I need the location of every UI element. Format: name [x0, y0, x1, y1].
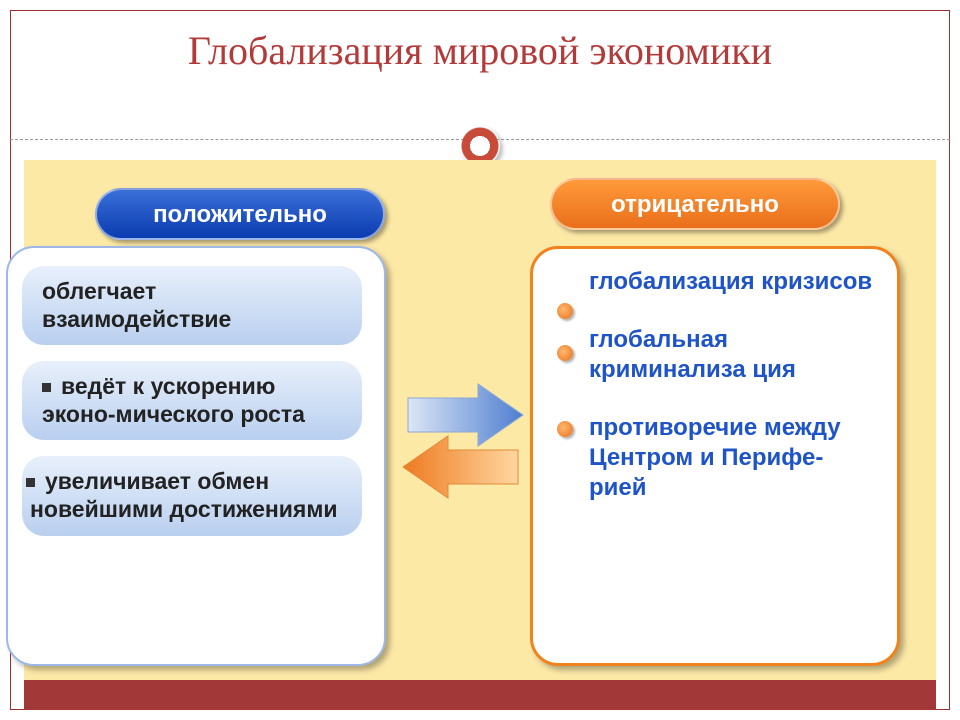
bullet-icon — [42, 383, 51, 392]
positive-item-text: увеличивает обмен новейшими достижениями — [30, 468, 338, 522]
bottom-accent-bar — [24, 680, 936, 710]
positive-item-text: облегчает взаимодействие — [42, 278, 231, 332]
header: Глобализация мировой экономики — [10, 10, 950, 140]
negative-pill: отрицательно — [550, 178, 840, 230]
negative-item-text: глобализация кризисов — [589, 268, 872, 295]
positive-pill: положительно — [95, 188, 385, 240]
positive-item: облегчает взаимодействие — [22, 266, 362, 345]
positive-item: ведёт к ускорению эконо-мического роста — [22, 361, 362, 440]
negative-item: глобальная криминализа ция — [557, 325, 873, 385]
dot-icon — [557, 303, 573, 319]
positive-item-text: ведёт к ускорению эконо-мического роста — [42, 373, 305, 427]
negative-item-text: противоречие между Центром и Перифе-рией — [589, 414, 841, 501]
bullet-icon — [26, 478, 35, 487]
positive-item: увеличивает обмен новейшими достижениями — [22, 456, 362, 535]
exchange-arrows-icon — [398, 380, 528, 510]
negative-panel: глобализация кризисов глобальная кримина… — [530, 246, 900, 666]
negative-item-text: глобальная криминализа ция — [589, 326, 796, 383]
dot-icon — [557, 421, 573, 437]
negative-item: глобализация кризисов — [557, 267, 873, 297]
slide-title: Глобализация мировой экономики — [10, 10, 950, 74]
positive-panel: облегчает взаимодействие ведёт к ускорен… — [6, 246, 386, 666]
dot-icon — [557, 345, 573, 361]
negative-item: противоречие между Центром и Перифе-рией — [557, 413, 873, 503]
